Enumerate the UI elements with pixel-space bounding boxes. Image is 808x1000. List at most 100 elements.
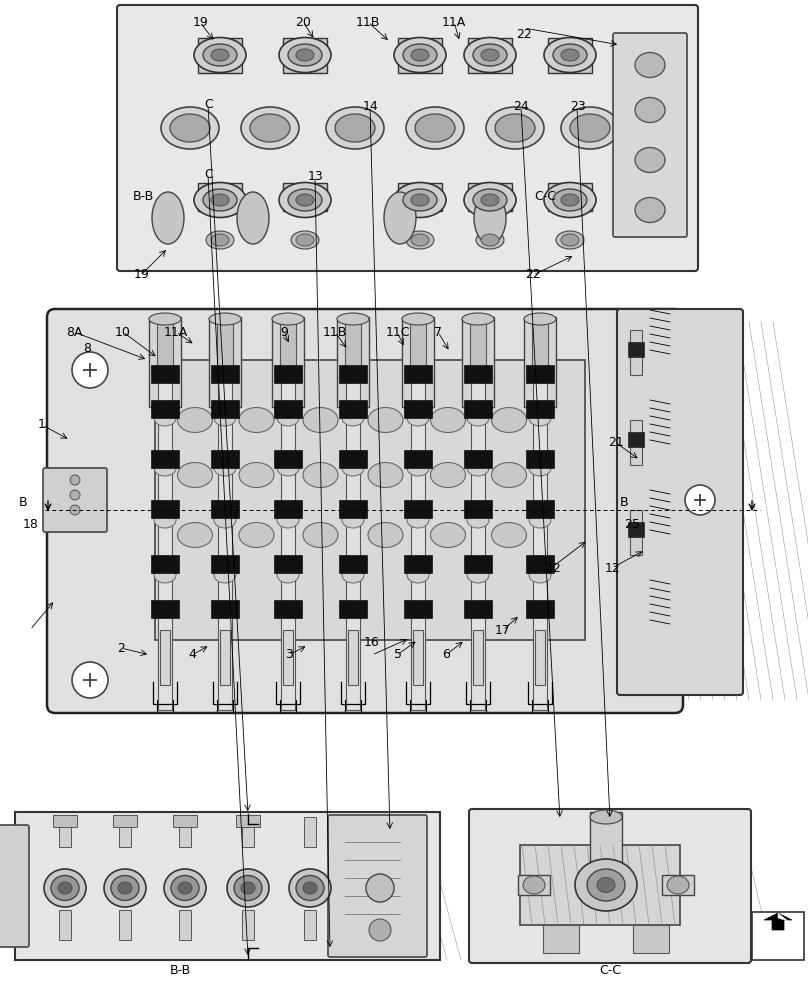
Ellipse shape [402,313,434,325]
Bar [179,910,191,940]
Bar [119,910,131,940]
Ellipse shape [171,876,199,900]
Bar [339,400,367,418]
Ellipse shape [481,49,499,61]
Ellipse shape [288,189,322,211]
Text: 21: 21 [608,436,624,448]
Bar [346,372,360,710]
Text: 9: 9 [280,326,288,338]
Bar [236,815,260,827]
Bar [274,400,302,418]
FancyBboxPatch shape [617,309,743,695]
Bar [274,450,302,468]
Ellipse shape [570,114,610,142]
Bar [155,360,585,640]
Text: C-C: C-C [599,964,621,976]
Bar [526,365,554,383]
Circle shape [70,505,80,515]
Ellipse shape [369,919,391,941]
Text: C: C [204,99,213,111]
Ellipse shape [214,567,236,583]
Ellipse shape [296,876,324,900]
Ellipse shape [161,107,219,149]
Ellipse shape [491,408,527,432]
Bar [211,500,239,518]
Ellipse shape [667,876,689,894]
FancyBboxPatch shape [47,309,683,713]
Ellipse shape [178,408,213,432]
Ellipse shape [214,460,236,476]
Ellipse shape [544,182,596,218]
Ellipse shape [296,234,314,246]
Text: 25: 25 [624,518,640,530]
Ellipse shape [467,460,489,476]
Ellipse shape [206,231,234,249]
Text: 14: 14 [362,101,378,113]
Ellipse shape [277,410,299,426]
Ellipse shape [237,192,269,244]
Ellipse shape [635,198,665,223]
Text: C-C: C-C [534,190,557,202]
Text: 11A: 11A [164,326,188,338]
Ellipse shape [337,313,369,325]
Text: B: B [620,496,628,510]
Bar [411,372,425,710]
Ellipse shape [553,189,587,211]
Ellipse shape [529,460,551,476]
Bar [218,372,232,710]
Text: 22: 22 [525,267,541,280]
Text: C: C [204,168,213,182]
Ellipse shape [476,231,504,249]
Bar [157,320,173,380]
Ellipse shape [178,462,213,488]
Bar [211,365,239,383]
Bar [548,38,592,73]
Ellipse shape [406,107,464,149]
Ellipse shape [464,182,516,218]
Bar [398,183,442,211]
Circle shape [70,490,80,500]
Ellipse shape [203,44,237,66]
Ellipse shape [239,462,274,488]
Ellipse shape [366,874,394,902]
Ellipse shape [431,522,465,548]
Bar [339,600,367,618]
Bar [470,320,486,380]
Text: 19: 19 [192,15,208,28]
Bar [339,365,367,383]
Bar [283,630,293,685]
Bar [59,817,71,847]
FancyBboxPatch shape [469,809,751,963]
Ellipse shape [104,869,146,907]
Ellipse shape [326,107,384,149]
Ellipse shape [342,410,364,426]
Ellipse shape [279,182,331,218]
Bar [473,630,483,685]
Bar [151,400,179,418]
Ellipse shape [288,44,322,66]
Bar [59,910,71,940]
Circle shape [72,662,108,698]
Bar [211,600,239,618]
Ellipse shape [474,192,506,244]
Bar [752,912,804,960]
Ellipse shape [44,869,86,907]
Circle shape [72,352,108,388]
Text: 2: 2 [117,642,125,654]
Ellipse shape [335,114,375,142]
Bar [274,555,302,573]
Text: 16: 16 [364,636,380,648]
Ellipse shape [481,194,499,206]
Bar [464,555,492,573]
Ellipse shape [342,512,364,528]
Bar [151,555,179,573]
Bar [628,522,644,537]
Ellipse shape [152,192,184,244]
Ellipse shape [403,44,437,66]
Ellipse shape [523,876,545,894]
Bar [464,365,492,383]
Bar [628,342,644,357]
Text: 11C: 11C [385,326,410,338]
Text: B-B: B-B [170,964,191,976]
Ellipse shape [491,522,527,548]
